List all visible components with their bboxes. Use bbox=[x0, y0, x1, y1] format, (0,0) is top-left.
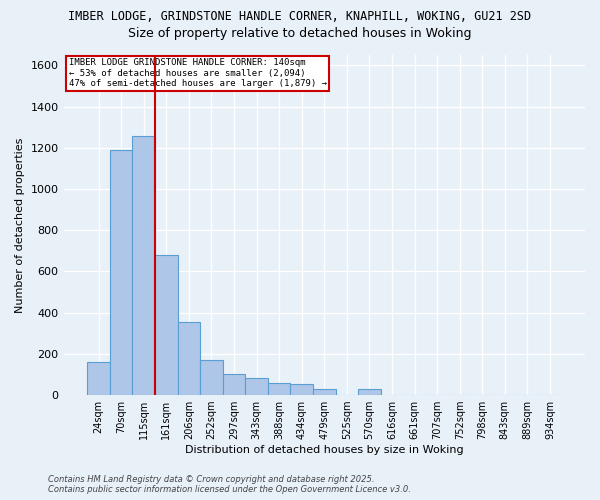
Bar bbox=[133, 136, 155, 395]
Text: IMBER LODGE, GRINDSTONE HANDLE CORNER, KNAPHILL, WOKING, GU21 2SD: IMBER LODGE, GRINDSTONE HANDLE CORNER, K… bbox=[68, 10, 532, 23]
Bar bbox=[358, 389, 381, 395]
Bar bbox=[245, 378, 268, 395]
Y-axis label: Number of detached properties: Number of detached properties bbox=[15, 138, 25, 312]
Bar bbox=[110, 150, 133, 395]
Bar bbox=[200, 360, 223, 395]
Bar bbox=[155, 255, 178, 395]
Text: Contains HM Land Registry data © Crown copyright and database right 2025.
Contai: Contains HM Land Registry data © Crown c… bbox=[48, 475, 411, 494]
Bar bbox=[87, 362, 110, 395]
X-axis label: Distribution of detached houses by size in Woking: Distribution of detached houses by size … bbox=[185, 445, 464, 455]
Bar bbox=[313, 389, 335, 395]
Bar bbox=[178, 322, 200, 395]
Bar bbox=[290, 384, 313, 395]
Text: Size of property relative to detached houses in Woking: Size of property relative to detached ho… bbox=[128, 28, 472, 40]
Bar bbox=[223, 374, 245, 395]
Text: IMBER LODGE GRINDSTONE HANDLE CORNER: 140sqm
← 53% of detached houses are smalle: IMBER LODGE GRINDSTONE HANDLE CORNER: 14… bbox=[69, 58, 327, 88]
Bar bbox=[268, 382, 290, 395]
